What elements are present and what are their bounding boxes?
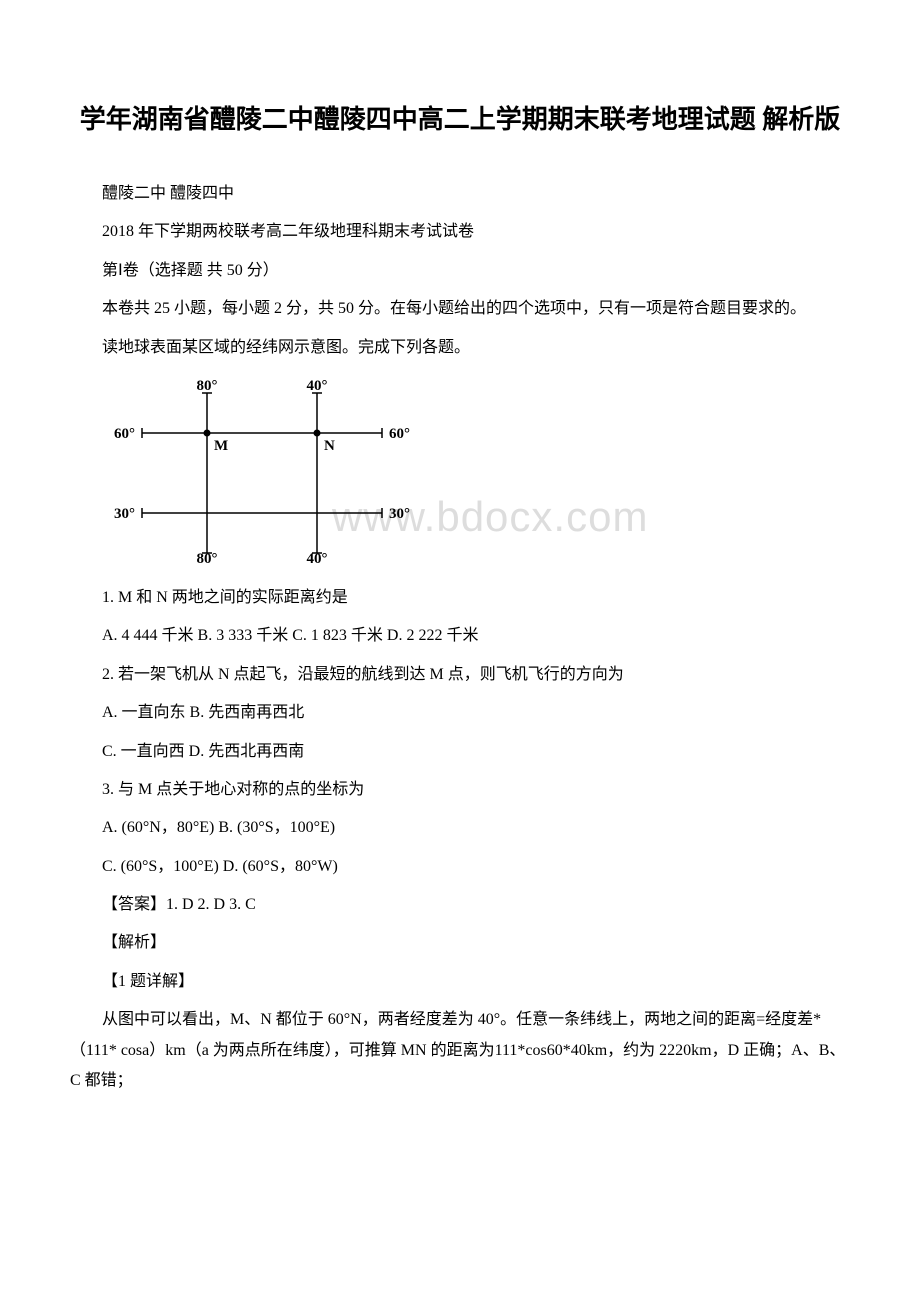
- latlon-grid-svg: 80° 40° 60° 60° 30° 30° 80° 40° M N: [102, 378, 422, 563]
- header-exam-info: 2018 年下学期两校联考高二年级地理科期末考试试卷: [70, 217, 850, 247]
- question-intro: 读地球表面某区域的经纬网示意图。完成下列各题。: [70, 333, 850, 363]
- label-point-m: M: [214, 438, 228, 454]
- label-bottom-80: 80°: [197, 551, 218, 563]
- question-3-options-ab: A. (60°N，80°E) B. (30°S，100°E): [70, 813, 850, 843]
- question-2-options-ab: A. 一直向东 B. 先西南再西北: [70, 698, 850, 728]
- question-3-options-cd: C. (60°S，100°E) D. (60°S，80°W): [70, 852, 850, 882]
- instructions: 本卷共 25 小题，每小题 2 分，共 50 分。在每小题给出的四个选项中，只有…: [70, 294, 850, 324]
- label-top-80: 80°: [197, 378, 218, 394]
- label-bottom-40: 40°: [307, 551, 328, 563]
- label-top-40: 40°: [307, 378, 328, 394]
- question-2: 2. 若一架飞机从 N 点起飞，沿最短的航线到达 M 点，则飞机飞行的方向为: [70, 660, 850, 690]
- label-right-60: 60°: [389, 426, 410, 442]
- answers: 【答案】1. D 2. D 3. C: [70, 890, 850, 920]
- q1-explain-header: 【1 题详解】: [70, 967, 850, 997]
- label-left-30: 30°: [114, 506, 135, 522]
- header-section: 第Ⅰ卷（选择题 共 50 分）: [70, 256, 850, 286]
- diagram-grid: www.bdocx.com 80° 40° 60° 60° 30° 30° 80…: [102, 378, 850, 568]
- label-point-n: N: [324, 438, 335, 454]
- question-1-options: A. 4 444 千米 B. 3 333 千米 C. 1 823 千米 D. 2…: [70, 621, 850, 651]
- question-2-options-cd: C. 一直向西 D. 先西北再西南: [70, 737, 850, 767]
- page-title: 学年湖南省醴陵二中醴陵四中高二上学期期末联考地理试题 解析版: [70, 100, 850, 139]
- question-1: 1. M 和 N 两地之间的实际距离约是: [70, 583, 850, 613]
- q1-explanation: 从图中可以看出，M、N 都位于 60°N，两者经度差为 40°。任意一条纬线上，…: [70, 1005, 850, 1096]
- header-schools: 醴陵二中 醴陵四中: [70, 179, 850, 209]
- question-3: 3. 与 M 点关于地心对称的点的坐标为: [70, 775, 850, 805]
- explanation-header: 【解析】: [70, 928, 850, 958]
- label-right-30: 30°: [389, 506, 410, 522]
- label-left-60: 60°: [114, 426, 135, 442]
